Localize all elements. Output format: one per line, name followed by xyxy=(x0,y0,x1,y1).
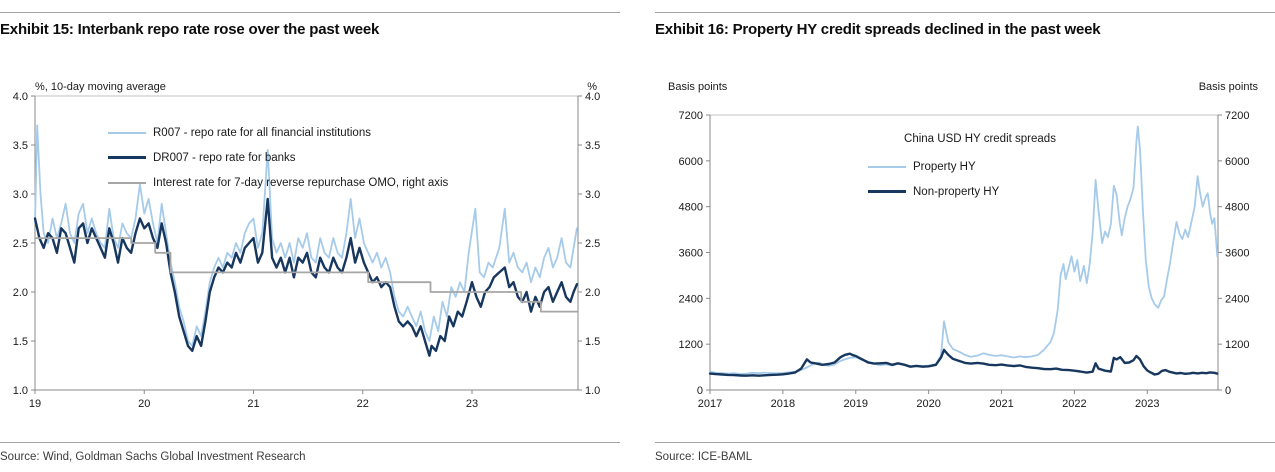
y-tick-label: 1.0 xyxy=(585,385,600,397)
right-axis-unit-label: % xyxy=(587,81,597,93)
legend-item-property-hy: Property HY xyxy=(840,154,1120,179)
bottom-divider xyxy=(655,442,1275,443)
exhibit-16-panel: Exhibit 16: Property HY credit spreads d… xyxy=(655,0,1275,472)
exhibit-15-legend: R007 - repo rate for all financial insti… xyxy=(108,120,448,195)
omo-line xyxy=(34,237,578,313)
x-tick-label: 20 xyxy=(138,398,150,410)
right-axis-unit-label: Basis points xyxy=(1198,81,1258,93)
y-tick-label: 1.5 xyxy=(585,336,600,348)
y-tick-label: 2.0 xyxy=(585,287,600,299)
property-hy-label: Property HY xyxy=(913,160,976,173)
x-tick-label: 2023 xyxy=(1135,398,1159,410)
non-property-hy-label: Non-property HY xyxy=(913,185,1000,198)
left-axis-unit-label: Basis points xyxy=(668,81,728,93)
y-tick-label: 3.0 xyxy=(13,189,28,201)
exhibit-15-chart-area: %, 10-day moving average % 4.0 4.0 3.5 3.5 3… xyxy=(0,80,620,420)
dr007-label: DR007 - repo rate for banks xyxy=(153,151,296,164)
x-tick-label: 2017 xyxy=(698,398,722,410)
y-tick-label: 4800 xyxy=(1225,202,1249,214)
y-tick-label: 1.5 xyxy=(13,336,28,348)
y-tick-label: 3600 xyxy=(679,248,703,260)
y-tick-label: 0 xyxy=(1225,385,1231,397)
x-tick-label: 2018 xyxy=(771,398,795,410)
r007-label: R007 - repo rate for all financial insti… xyxy=(153,126,371,139)
exhibit-16-source: Source: ICE-BAML xyxy=(655,451,753,463)
exhibit-16-legend: China USD HY credit spreads Property HY … xyxy=(840,132,1120,204)
exhibit-15-title: Exhibit 15: Interbank repo rate rose ove… xyxy=(0,21,380,38)
exhibit-16-chart: 7200 7200 6000 6000 4800 4800 3600 3600 2400 2400… xyxy=(679,110,1250,410)
x-tick-label: 21 xyxy=(247,398,259,410)
dr007-line xyxy=(33,197,579,357)
y-tick-label: 2400 xyxy=(679,293,703,305)
top-divider xyxy=(655,12,1275,13)
y-tick-label: 1200 xyxy=(679,339,703,351)
exhibit-15-chart: 4.0 4.03.5 3.53.0 3.02.5 2.52.0 2.01.5 1.51.0 1… xyxy=(13,91,601,410)
y-tick-label: 1.0 xyxy=(13,385,28,397)
y-tick-label: 7200 xyxy=(1225,110,1249,122)
bottom-divider xyxy=(0,442,620,443)
y-tick-label: 4800 xyxy=(679,202,703,214)
omo-label: Interest rate for 7-day reverse repurcha… xyxy=(153,176,449,189)
left-axis-unit-label: %, 10-day moving average xyxy=(35,81,166,93)
legend-title: China USD HY credit spreads xyxy=(904,133,1056,145)
non-property-hy-swatch xyxy=(868,190,906,193)
omo-swatch xyxy=(108,181,146,184)
r007-swatch xyxy=(108,131,146,134)
y-tick-label: 4.0 xyxy=(585,91,600,103)
legend-item-non-property-hy: Non-property HY xyxy=(840,179,1120,204)
legend-item-dr007: DR007 - repo rate for banks xyxy=(108,145,448,170)
exhibit-16-chart-area: Basis points Basis points 7200 7200 6000 60… xyxy=(655,80,1275,420)
non-property-hy-line xyxy=(708,348,1219,377)
y-tick-label: 0 xyxy=(697,385,703,397)
y-tick-label: 7200 xyxy=(679,110,703,122)
x-tick-label: 19 xyxy=(29,398,41,410)
y-tick-label: 2.5 xyxy=(13,238,28,250)
y-tick-label: 2.5 xyxy=(585,238,600,250)
x-tick-label: 22 xyxy=(357,398,369,410)
x-tick-label: 23 xyxy=(466,398,478,410)
property-hy-swatch xyxy=(868,165,906,168)
legend-item-r007: R007 - repo rate for all financial insti… xyxy=(108,120,448,145)
dr007-swatch xyxy=(108,156,146,159)
y-tick-label: 6000 xyxy=(679,156,703,168)
y-tick-label: 3.5 xyxy=(13,140,28,152)
exhibit-16-title: Exhibit 16: Property HY credit spreads d… xyxy=(655,21,1101,38)
x-tick-label: 2020 xyxy=(916,398,940,410)
y-tick-label: 3.0 xyxy=(585,189,600,201)
x-tick-label: 2022 xyxy=(1062,398,1086,410)
top-divider xyxy=(0,12,620,13)
y-tick-label: 4.0 xyxy=(13,91,28,103)
y-tick-label: 2400 xyxy=(1225,293,1249,305)
r007-line xyxy=(34,124,578,347)
y-tick-label: 3600 xyxy=(1225,248,1249,260)
exhibit-15-panel: Exhibit 15: Interbank repo rate rose ove… xyxy=(0,0,620,472)
y-tick-label: 6000 xyxy=(1225,156,1249,168)
y-tick-label: 1200 xyxy=(1225,339,1249,351)
x-tick-label: 2019 xyxy=(844,398,868,410)
y-tick-label: 2.0 xyxy=(13,287,28,299)
y-tick-label: 3.5 xyxy=(585,140,600,152)
exhibit-15-source: Source: Wind, Goldman Sachs Global Inves… xyxy=(0,451,306,463)
legend-item-omo: Interest rate for 7-day reverse repurcha… xyxy=(108,170,448,195)
x-tick-label: 2021 xyxy=(989,398,1013,410)
